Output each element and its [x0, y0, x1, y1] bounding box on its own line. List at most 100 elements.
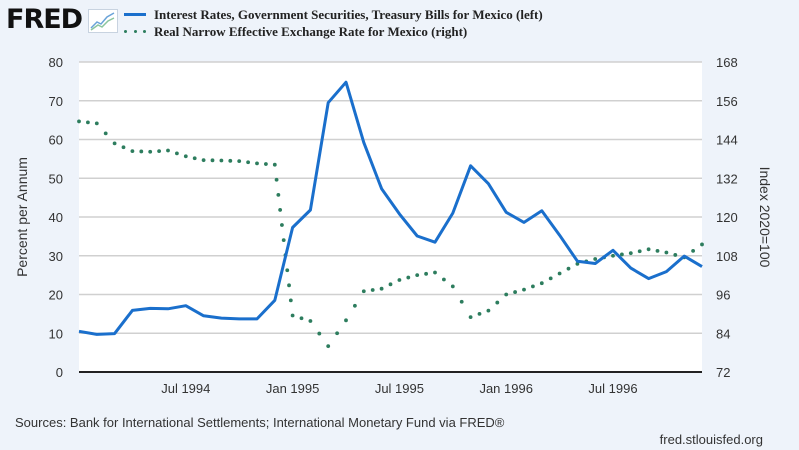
exchange-rate-point — [148, 149, 153, 154]
exchange-rate-point — [288, 298, 293, 303]
exchange-rate-point — [664, 250, 669, 255]
legend-item-interest-rates: Interest Rates, Government Securities, T… — [124, 6, 543, 23]
exchange-rate-point — [317, 331, 322, 336]
exchange-rate-point — [264, 162, 268, 166]
x-tick-label: Jan 1995 — [266, 381, 320, 396]
legend-label: Real Narrow Effective Exchange Rate for … — [154, 24, 468, 39]
exchange-rate-point — [433, 270, 437, 275]
exchange-rate-point — [442, 277, 446, 282]
y-axis-right-title: Index 2020=100 — [757, 167, 773, 268]
y-right-tick-label: 108 — [716, 249, 738, 264]
y-left-tick-label: 40 — [49, 210, 63, 225]
exchange-rate-point — [691, 249, 695, 253]
y-right-tick-label: 120 — [716, 210, 738, 225]
exchange-rate-point — [139, 149, 144, 154]
exchange-rate-point — [450, 284, 455, 289]
exchange-rate-point — [285, 268, 290, 273]
y-right-tick-label: 144 — [716, 133, 738, 148]
exchange-rate-point — [166, 148, 170, 153]
exchange-rate-point — [539, 281, 544, 286]
chart-legend: Interest Rates, Government Securities, T… — [124, 6, 543, 40]
exchange-rate-point — [130, 149, 135, 154]
exchange-rate-point — [281, 238, 286, 242]
exchange-rate-point — [379, 286, 384, 291]
exchange-rate-point — [611, 253, 615, 258]
exchange-rate-point — [287, 283, 291, 288]
legend-swatch-solid — [124, 13, 146, 16]
exchange-rate-point — [255, 161, 259, 166]
exchange-rate-point — [388, 282, 393, 287]
exchange-rate-point — [486, 308, 491, 313]
exchange-rate-point — [628, 251, 633, 256]
exchange-rate-point — [335, 331, 339, 336]
exchange-rate-point — [278, 208, 283, 212]
exchange-rate-point — [637, 249, 642, 254]
exchange-rate-point — [201, 158, 206, 163]
exchange-rate-point — [548, 276, 553, 281]
exchange-rate-point — [299, 316, 304, 321]
exchange-rate-point — [575, 261, 580, 266]
exchange-rate-point — [700, 242, 704, 247]
exchange-rate-point — [344, 318, 348, 323]
exchange-rate-point — [477, 311, 482, 316]
y-right-tick-label: 168 — [716, 55, 738, 70]
exchange-rate-point — [397, 278, 402, 282]
exchange-rate-point — [504, 292, 509, 297]
exchange-rate-point — [326, 344, 331, 349]
exchange-rate-point — [290, 313, 295, 318]
source-url[interactable]: fred.stlouisfed.org — [659, 432, 763, 447]
legend-item-exchange-rate: Real Narrow Effective Exchange Rate for … — [124, 23, 543, 40]
exchange-rate-point — [276, 192, 281, 197]
fred-logo: FRED — [6, 4, 83, 35]
exchange-rate-point — [522, 287, 526, 292]
y-left-tick-label: 0 — [56, 365, 63, 380]
exchange-rate-point — [593, 257, 598, 261]
y-left-tick-label: 50 — [49, 171, 63, 186]
exchange-rate-point — [274, 177, 279, 182]
exchange-rate-point — [86, 120, 90, 125]
exchange-rate-point — [183, 154, 188, 159]
sources-note: Sources: Bank for International Settleme… — [15, 415, 505, 430]
y-left-tick-label: 70 — [49, 94, 63, 109]
exchange-rate-point — [157, 149, 162, 154]
exchange-rate-point — [468, 315, 473, 320]
y-right-tick-label: 72 — [716, 365, 730, 380]
exchange-rate-point — [94, 121, 99, 126]
x-tick-label: Jan 1996 — [479, 381, 533, 396]
y-right-tick-label: 156 — [716, 94, 738, 109]
exchange-rate-point — [210, 158, 215, 163]
exchange-rate-point — [228, 158, 233, 163]
exchange-rate-point — [370, 288, 375, 292]
exchange-rate-point — [646, 247, 651, 252]
exchange-rate-point — [175, 151, 179, 156]
exchange-rate-point — [557, 271, 562, 276]
exchange-rate-point — [237, 159, 242, 164]
exchange-rate-point — [103, 131, 108, 136]
y-left-tick-label: 30 — [49, 249, 63, 264]
exchange-rate-point — [112, 141, 117, 146]
y-left-tick-label: 20 — [49, 288, 63, 303]
line-chart-icon — [88, 9, 118, 33]
y-right-tick-label: 96 — [716, 288, 730, 303]
exchange-rate-point — [415, 273, 420, 278]
x-tick-label: Jul 1996 — [588, 381, 637, 396]
exchange-rate-point — [219, 158, 224, 163]
exchange-rate-point — [655, 249, 660, 253]
exchange-rate-point — [121, 145, 126, 150]
exchange-rate-point — [673, 253, 678, 257]
legend-label: Interest Rates, Government Securities, T… — [154, 7, 543, 22]
exchange-rate-point — [77, 119, 81, 124]
exchange-rate-point — [246, 160, 251, 165]
exchange-rate-point — [620, 252, 624, 257]
exchange-rate-point — [566, 266, 571, 271]
exchange-rate-point — [361, 289, 366, 294]
exchange-rate-point — [192, 156, 197, 161]
exchange-rate-point — [308, 319, 313, 323]
y-right-tick-label: 132 — [716, 171, 738, 186]
y-left-tick-label: 10 — [49, 326, 63, 341]
y-axis-left-title: Percent per Annum — [14, 157, 30, 277]
x-tick-label: Jul 1994 — [161, 381, 210, 396]
exchange-rate-point — [531, 284, 535, 289]
exchange-rate-point — [272, 162, 277, 167]
